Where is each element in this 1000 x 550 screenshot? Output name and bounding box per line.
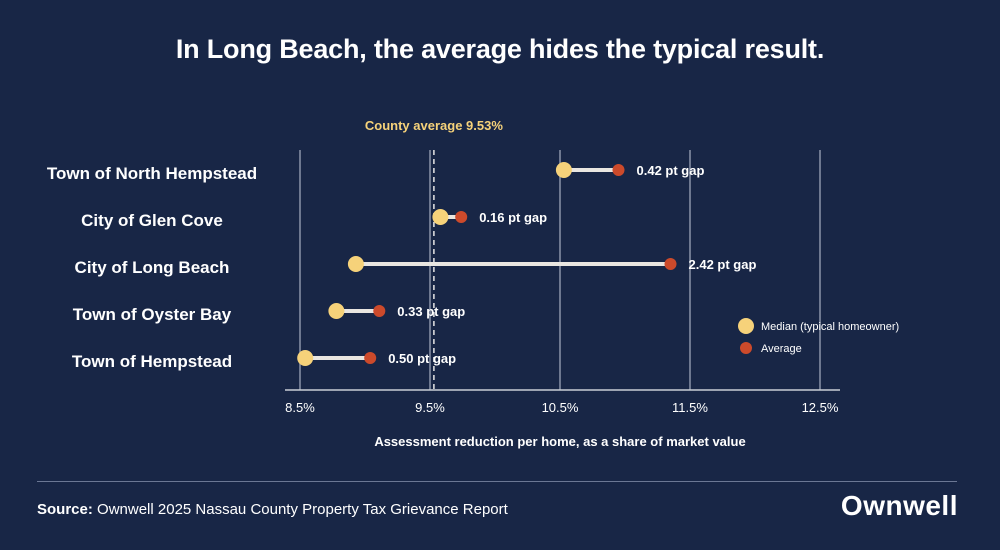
x-tick-label: 9.5% xyxy=(415,400,445,415)
category-label: Town of Oyster Bay xyxy=(73,305,232,324)
x-tick-label: 11.5% xyxy=(672,400,708,415)
x-tick-label: 10.5% xyxy=(542,400,579,415)
gap-label: 0.50 pt gap xyxy=(388,351,456,366)
average-dot xyxy=(364,352,377,364)
average-dot xyxy=(664,258,677,270)
chart-title: In Long Beach, the average hides the typ… xyxy=(175,34,825,64)
county-average-label: County average 9.53% xyxy=(365,118,503,133)
x-tick-label: 12.5% xyxy=(802,400,839,415)
ownwell-logo: Ownwell xyxy=(840,490,958,521)
category-label: City of Long Beach xyxy=(75,258,230,277)
category-label: Town of North Hempstead xyxy=(47,164,257,183)
dumbbell-chart: 8.5% 9.5% 10.5% 11.5% 12.5% Assessment reduct… xyxy=(47,118,899,449)
gap-label: 0.16 pt gap xyxy=(479,210,547,225)
average-dot xyxy=(455,211,468,223)
x-tick-label: 8.5% xyxy=(285,400,315,415)
gap-label: 0.33 pt gap xyxy=(397,304,465,319)
median-dot xyxy=(328,303,345,319)
legend-median-swatch xyxy=(738,318,754,334)
category-label: City of Glen Cove xyxy=(81,211,223,230)
legend-average-swatch xyxy=(740,342,752,354)
x-axis-title: Assessment reduction per home, as a shar… xyxy=(374,434,745,449)
median-dot xyxy=(347,256,364,272)
median-dot xyxy=(555,162,572,178)
median-dot xyxy=(432,209,449,225)
category-label: Town of Hempstead xyxy=(72,352,232,371)
gap-label: 2.42 pt gap xyxy=(689,257,757,272)
footer-divider xyxy=(37,481,957,482)
source-label: Source: xyxy=(37,501,93,518)
source-note: Source: Ownwell 2025 Nassau County Prope… xyxy=(37,501,508,518)
source-text: Ownwell 2025 Nassau County Property Tax … xyxy=(97,501,508,518)
legend-average-label: Average xyxy=(761,343,802,355)
median-dot xyxy=(297,350,314,366)
average-dot xyxy=(373,305,386,317)
legend-median-label: Median (typical homeowner) xyxy=(761,321,899,333)
gap-label: 0.42 pt gap xyxy=(637,163,705,178)
average-dot xyxy=(612,164,625,176)
